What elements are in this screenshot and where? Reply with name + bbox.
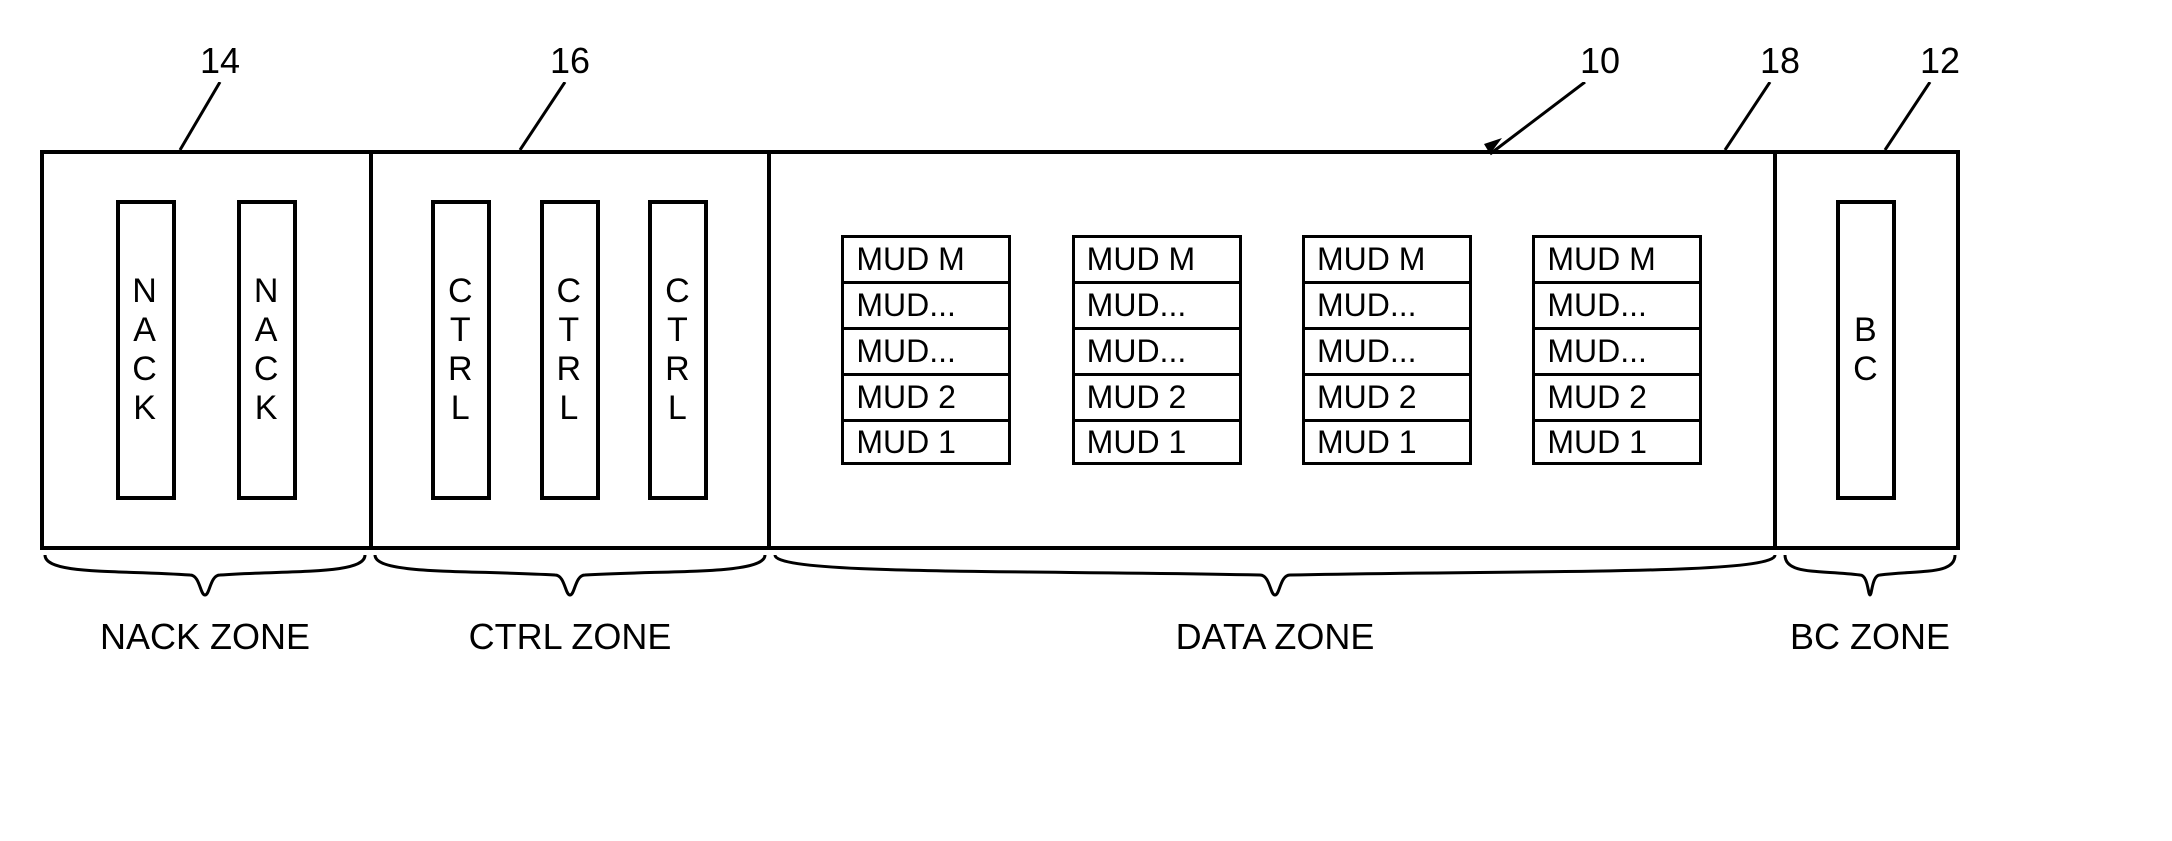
nack-block: NACK bbox=[237, 200, 297, 500]
bc-label: BC bbox=[1853, 311, 1880, 389]
ctrl-block: CTRL bbox=[648, 200, 708, 500]
mud-cell: MUD... bbox=[1532, 327, 1702, 373]
callout-10: 10 bbox=[1580, 40, 1620, 82]
mud-cell: MUD... bbox=[1072, 281, 1242, 327]
mud-cell: MUD 1 bbox=[1532, 419, 1702, 465]
ctrl-label: CTRL bbox=[557, 272, 584, 428]
brace-label-data: DATA ZONE bbox=[1176, 616, 1375, 658]
mud-cell: MUD 1 bbox=[1302, 419, 1472, 465]
mud-column: MUD M MUD... MUD... MUD 2 MUD 1 bbox=[1302, 235, 1472, 465]
mud-cell: MUD 2 bbox=[1072, 373, 1242, 419]
mud-cell: MUD M bbox=[841, 235, 1011, 281]
mud-cell: MUD... bbox=[1302, 327, 1472, 373]
mud-cell: MUD... bbox=[1532, 281, 1702, 327]
brace-icon bbox=[40, 550, 370, 610]
ctrl-zone: CTRL CTRL CTRL bbox=[373, 154, 771, 546]
brace-icon bbox=[770, 550, 1780, 610]
bc-block: BC bbox=[1836, 200, 1896, 500]
callout-16: 16 bbox=[550, 40, 590, 82]
mud-cell: MUD... bbox=[1302, 281, 1472, 327]
frame-structure: NACK NACK CTRL CTRL CTRL MUD M MUD... MU… bbox=[40, 150, 1960, 550]
callout-line-16 bbox=[515, 82, 570, 150]
mud-cell: MUD... bbox=[1072, 327, 1242, 373]
callout-line-18 bbox=[1720, 82, 1775, 150]
ctrl-label: CTRL bbox=[448, 272, 475, 428]
mud-cell: MUD 1 bbox=[1072, 419, 1242, 465]
mud-cell: MUD 2 bbox=[1302, 373, 1472, 419]
callout-18: 18 bbox=[1760, 40, 1800, 82]
nack-zone: NACK NACK bbox=[44, 154, 373, 546]
brace-icon bbox=[1780, 550, 1960, 610]
callout-line-14 bbox=[175, 82, 225, 150]
callout-row: 14 16 10 18 12 bbox=[40, 40, 2132, 150]
nack-block: NACK bbox=[116, 200, 176, 500]
brace-icon bbox=[370, 550, 770, 610]
mud-column: MUD M MUD... MUD... MUD 2 MUD 1 bbox=[1532, 235, 1702, 465]
bc-zone: BC bbox=[1777, 154, 1956, 546]
ctrl-label: CTRL bbox=[665, 272, 692, 428]
mud-column: MUD M MUD... MUD... MUD 2 MUD 1 bbox=[841, 235, 1011, 465]
data-zone: MUD M MUD... MUD... MUD 2 MUD 1 MUD M MU… bbox=[771, 154, 1777, 546]
mud-cell: MUD M bbox=[1532, 235, 1702, 281]
mud-cell: MUD... bbox=[841, 281, 1011, 327]
mud-cell: MUD 2 bbox=[841, 373, 1011, 419]
callout-14: 14 bbox=[200, 40, 240, 82]
brace-label-bc: BC ZONE bbox=[1790, 616, 1950, 658]
callout-line-12 bbox=[1880, 82, 1935, 150]
nack-label: NACK bbox=[132, 272, 159, 428]
mud-cell: MUD 2 bbox=[1532, 373, 1702, 419]
brace-label-nack: NACK ZONE bbox=[100, 616, 310, 658]
nack-label: NACK bbox=[254, 272, 281, 428]
mud-column: MUD M MUD... MUD... MUD 2 MUD 1 bbox=[1072, 235, 1242, 465]
ctrl-block: CTRL bbox=[431, 200, 491, 500]
brace-label-ctrl: CTRL ZONE bbox=[469, 616, 672, 658]
mud-cell: MUD M bbox=[1302, 235, 1472, 281]
mud-cell: MUD... bbox=[841, 327, 1011, 373]
callout-12: 12 bbox=[1920, 40, 1960, 82]
callout-line-10 bbox=[1480, 82, 1590, 162]
brace-row: NACK ZONE CTRL ZONE DATA ZONE BC ZONE bbox=[40, 550, 1960, 658]
mud-cell: MUD M bbox=[1072, 235, 1242, 281]
ctrl-block: CTRL bbox=[540, 200, 600, 500]
mud-cell: MUD 1 bbox=[841, 419, 1011, 465]
